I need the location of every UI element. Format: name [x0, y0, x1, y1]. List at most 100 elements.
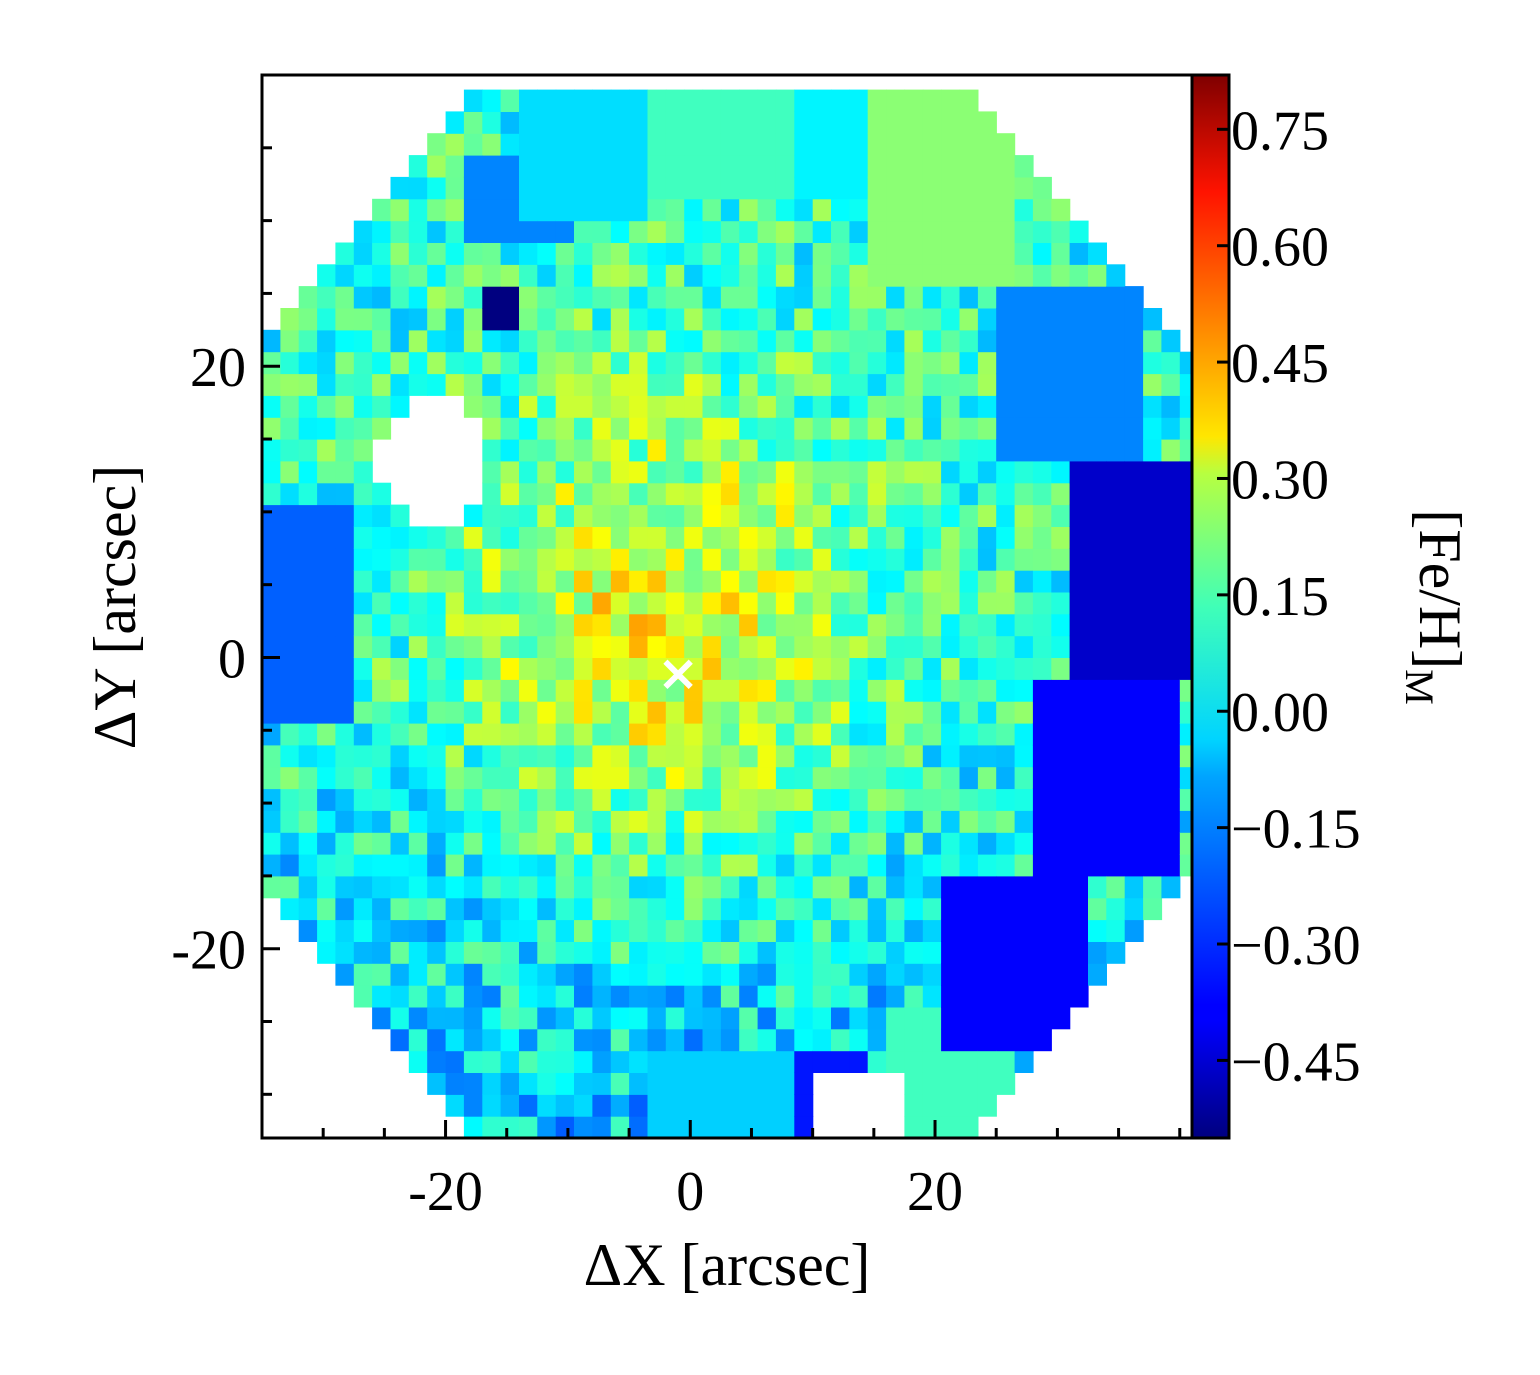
map-bin	[1088, 264, 1107, 287]
map-bin	[353, 941, 373, 964]
map-bin	[996, 329, 1016, 353]
map-bin	[775, 373, 795, 396]
map-bin	[922, 439, 942, 462]
map-bin	[262, 482, 281, 506]
map-bin	[298, 417, 318, 440]
map-bin	[555, 548, 575, 571]
map-bin	[702, 242, 722, 265]
map-bin	[647, 810, 667, 833]
map-bin	[335, 919, 355, 942]
map-bin	[1014, 875, 1034, 899]
map-bin	[1179, 460, 1192, 484]
map-bin	[427, 613, 447, 637]
map-bin	[592, 1050, 612, 1073]
map-bin	[1088, 242, 1107, 265]
map-bin	[592, 635, 612, 658]
map-bin	[702, 657, 722, 680]
map-bin	[684, 591, 704, 615]
map-bin	[702, 133, 722, 156]
map-bin	[941, 985, 961, 1008]
map-bin	[996, 723, 1016, 746]
map-bin	[922, 1116, 942, 1138]
map-bin	[702, 897, 722, 921]
map-bin	[812, 701, 832, 724]
map-bin	[684, 417, 704, 440]
map-bin	[1161, 701, 1181, 724]
map-bin	[629, 1006, 649, 1030]
map-bin	[959, 176, 979, 200]
map-bin	[739, 89, 759, 112]
map-bin	[500, 701, 520, 724]
colorbar-label: [Fe/H]M	[1397, 509, 1473, 705]
map-bin	[1069, 286, 1089, 309]
map-bin	[335, 766, 355, 790]
map-bin	[463, 373, 483, 396]
map-bin	[1032, 460, 1052, 484]
map-bin	[1032, 264, 1052, 287]
map-bin	[794, 1116, 814, 1138]
map-bin	[904, 417, 924, 440]
map-bin	[427, 1050, 447, 1073]
map-bin	[298, 701, 318, 724]
map-bin	[757, 89, 777, 112]
map-bin	[886, 723, 906, 746]
map-bin	[555, 963, 575, 986]
map-bin	[1051, 548, 1071, 571]
map-bin	[1143, 657, 1163, 680]
map-bin	[977, 613, 997, 637]
map-bin	[1161, 766, 1181, 790]
map-bin	[849, 1028, 869, 1052]
map-bin	[720, 111, 740, 134]
map-bin	[463, 919, 483, 942]
map-bin	[849, 133, 869, 156]
map-bin	[353, 766, 373, 790]
map-bin	[775, 897, 795, 921]
map-bin	[574, 854, 593, 877]
map-bin	[684, 985, 704, 1008]
map-bin	[775, 766, 795, 790]
map-bin	[372, 701, 392, 724]
map-bin	[831, 133, 850, 156]
map-bin	[977, 482, 997, 506]
map-bin	[500, 1050, 520, 1073]
map-bin	[922, 919, 942, 942]
map-bin	[592, 985, 612, 1008]
map-bin	[922, 155, 942, 178]
map-bin	[1051, 963, 1071, 986]
map-bin	[775, 810, 795, 833]
map-bin	[647, 482, 667, 506]
map-bin	[1032, 810, 1052, 833]
map-bin	[629, 133, 649, 156]
map-bin	[1032, 941, 1052, 964]
map-bin	[904, 89, 924, 112]
map-bin	[317, 264, 337, 287]
map-bin	[555, 89, 575, 112]
map-bin	[849, 439, 869, 462]
map-bin	[959, 1116, 979, 1138]
map-bin	[537, 395, 557, 418]
map-bin	[629, 417, 649, 440]
map-bin	[574, 723, 593, 746]
map-bin	[831, 439, 850, 462]
map-bin	[1051, 373, 1071, 396]
map-bin	[812, 919, 832, 942]
map-bin	[372, 788, 392, 811]
map-bin	[720, 1050, 740, 1073]
map-bin	[720, 504, 740, 527]
map-bin	[996, 810, 1016, 833]
map-bin	[1143, 613, 1163, 637]
map-bin	[977, 897, 997, 921]
map-bin	[629, 657, 649, 680]
map-bin	[353, 635, 373, 658]
map-bin	[702, 1072, 722, 1095]
map-bin	[904, 1050, 924, 1073]
map-bin	[1032, 897, 1052, 921]
map-bin	[959, 1094, 979, 1117]
map-bin	[1088, 766, 1107, 790]
map-bin	[647, 548, 667, 571]
map-bin	[996, 439, 1016, 462]
map-bin	[500, 657, 520, 680]
map-bin	[555, 1006, 575, 1030]
map-bin	[298, 657, 318, 680]
map-bin	[996, 155, 1016, 178]
